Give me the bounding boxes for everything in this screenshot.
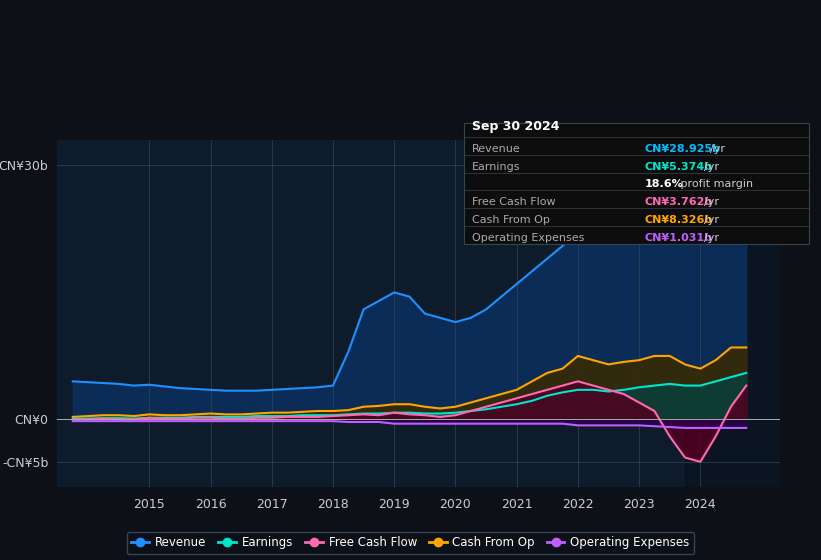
- Text: /yr: /yr: [704, 232, 718, 242]
- Text: /yr: /yr: [704, 162, 718, 171]
- Text: Cash From Op: Cash From Op: [472, 215, 550, 225]
- Text: CN¥1.031b: CN¥1.031b: [644, 232, 713, 242]
- Text: CN¥3.762b: CN¥3.762b: [644, 197, 713, 207]
- Text: /yr: /yr: [710, 144, 725, 154]
- Text: /yr: /yr: [704, 215, 718, 225]
- Text: /yr: /yr: [704, 197, 718, 207]
- Text: profit margin: profit margin: [677, 179, 754, 189]
- Bar: [685, 140, 780, 487]
- Text: Operating Expenses: Operating Expenses: [472, 232, 585, 242]
- Text: CN¥5.374b: CN¥5.374b: [644, 162, 713, 171]
- Text: Free Cash Flow: Free Cash Flow: [472, 197, 556, 207]
- Text: Revenue: Revenue: [472, 144, 521, 154]
- Text: Sep 30 2024: Sep 30 2024: [472, 120, 560, 133]
- Text: 18.6%: 18.6%: [644, 179, 683, 189]
- Legend: Revenue, Earnings, Free Cash Flow, Cash From Op, Operating Expenses: Revenue, Earnings, Free Cash Flow, Cash …: [126, 531, 695, 554]
- Text: CN¥8.326b: CN¥8.326b: [644, 215, 713, 225]
- Text: Earnings: Earnings: [472, 162, 521, 171]
- Text: CN¥28.925b: CN¥28.925b: [644, 144, 721, 154]
